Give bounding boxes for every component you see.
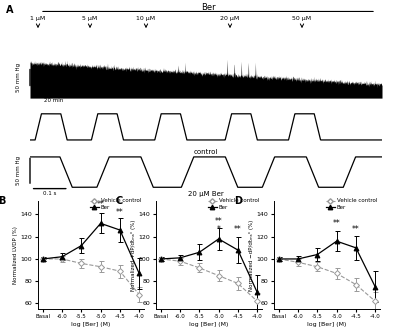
- Text: **: **: [97, 200, 104, 209]
- Text: B: B: [0, 196, 5, 206]
- Legend: Vehicle control, Ber: Vehicle control, Ber: [326, 198, 377, 210]
- Legend: Vehicle control, Ber: Vehicle control, Ber: [208, 198, 259, 210]
- Text: 50 μM: 50 μM: [292, 16, 312, 21]
- Text: 20 μM Ber: 20 μM Ber: [188, 191, 224, 197]
- Text: 20 μM: 20 μM: [220, 16, 240, 21]
- Text: **: **: [116, 208, 124, 217]
- Text: **: **: [215, 216, 222, 226]
- Text: 50 mm Hg: 50 mm Hg: [16, 156, 21, 185]
- Y-axis label: Normalized LVDP (%): Normalized LVDP (%): [13, 226, 18, 284]
- Text: **: **: [352, 226, 360, 234]
- Text: 50 mm Hg: 50 mm Hg: [16, 63, 21, 92]
- Text: **: **: [333, 219, 340, 228]
- Y-axis label: Normalized +dP/dtₘₐˣ (%): Normalized +dP/dtₘₐˣ (%): [131, 219, 136, 291]
- Text: 10 μM: 10 μM: [136, 16, 156, 21]
- Text: A: A: [6, 5, 14, 15]
- Text: 1 μM: 1 μM: [30, 16, 46, 21]
- X-axis label: log [Ber] (M): log [Ber] (M): [189, 322, 229, 327]
- Legend: Vehicle control, Ber: Vehicle control, Ber: [90, 198, 141, 210]
- Text: **: **: [234, 226, 242, 234]
- Text: 0.1 s: 0.1 s: [43, 191, 56, 196]
- Text: D: D: [234, 196, 242, 206]
- X-axis label: log [Ber] (M): log [Ber] (M): [307, 322, 347, 327]
- Text: *: *: [217, 226, 220, 234]
- Text: Ber: Ber: [201, 3, 215, 12]
- Text: 5 μM: 5 μM: [82, 16, 98, 21]
- Text: control: control: [194, 148, 218, 155]
- Y-axis label: Normalized −dP/dtₘₐˣ (%): Normalized −dP/dtₘₐˣ (%): [249, 219, 254, 291]
- Text: 20 min: 20 min: [44, 97, 64, 103]
- X-axis label: log [Ber] (M): log [Ber] (M): [71, 322, 111, 327]
- Text: C: C: [116, 196, 123, 206]
